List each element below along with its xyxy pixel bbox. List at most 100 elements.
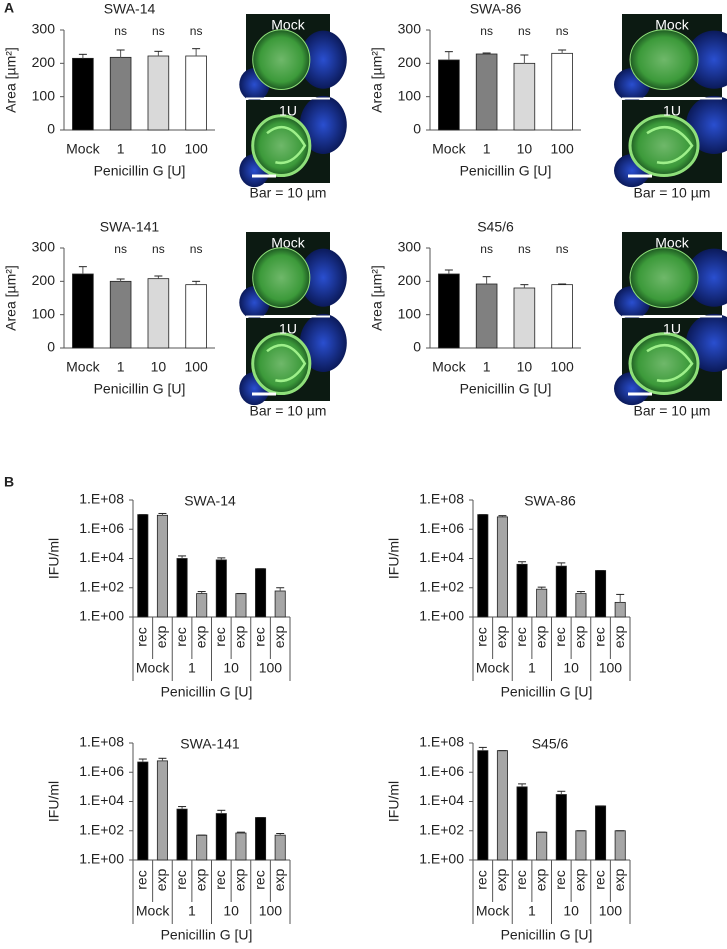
x-tick-label: rec bbox=[134, 870, 150, 889]
x-tick-label: rec bbox=[474, 870, 490, 889]
x-tick-label: rec bbox=[474, 627, 490, 646]
bar bbox=[496, 750, 508, 861]
bar bbox=[475, 283, 498, 349]
bar bbox=[551, 52, 573, 131]
y-tick-label: 100 bbox=[32, 87, 56, 103]
cell bbox=[251, 114, 312, 178]
x-tick-label: exp bbox=[532, 869, 548, 892]
group-label: 10 bbox=[223, 660, 239, 676]
x-tick-label: exp bbox=[611, 626, 627, 649]
y-axis-label: IFU/ml bbox=[46, 781, 62, 822]
bar bbox=[438, 59, 460, 131]
bar bbox=[255, 568, 267, 618]
x-tick-label: exp bbox=[532, 626, 548, 649]
x-tick-label: exp bbox=[572, 869, 588, 892]
bar bbox=[255, 817, 267, 861]
chart-title: SWA-14 bbox=[104, 1, 156, 17]
image-label: 1U bbox=[279, 321, 297, 337]
group-label: 10 bbox=[563, 903, 579, 919]
x-axis-label: Penicillin G [U] bbox=[94, 163, 186, 179]
x-tick-label: 1 bbox=[117, 359, 125, 375]
cell bbox=[252, 247, 311, 309]
bar bbox=[536, 831, 548, 861]
significance-label: ns bbox=[152, 24, 165, 38]
chart-title: SWA-86 bbox=[470, 1, 522, 17]
bar bbox=[614, 830, 626, 861]
bar bbox=[536, 588, 548, 618]
x-axis-label: Penicillin G [U] bbox=[161, 927, 253, 943]
y-tick-label: 300 bbox=[32, 239, 56, 255]
x-tick-label: 1 bbox=[483, 359, 491, 375]
x-tick-label: 10 bbox=[151, 359, 167, 375]
x-tick-label: rec bbox=[251, 870, 267, 889]
y-tick-label: 1.E+00 bbox=[79, 851, 124, 867]
bar bbox=[555, 794, 567, 861]
group-label: Mock bbox=[476, 903, 510, 919]
y-axis-label: Area [µm²] bbox=[3, 47, 19, 113]
x-tick-label: exp bbox=[271, 626, 287, 649]
cell bbox=[252, 29, 311, 91]
y-tick-label: 1.E+04 bbox=[419, 549, 464, 565]
nucleus bbox=[686, 30, 727, 89]
x-axis-label: Penicillin G [U] bbox=[501, 684, 593, 700]
y-tick-label: 1.E+02 bbox=[419, 821, 464, 837]
significance-label: ns bbox=[190, 24, 203, 38]
x-tick-label: exp bbox=[493, 869, 509, 892]
micrograph bbox=[239, 95, 347, 188]
group-label: 1 bbox=[188, 660, 196, 676]
x-tick-label: exp bbox=[611, 869, 627, 892]
x-tick-label: exp bbox=[153, 869, 169, 892]
bar bbox=[196, 834, 208, 861]
image-label: Mock bbox=[655, 235, 689, 251]
x-tick-label: rec bbox=[212, 870, 228, 889]
y-tick-label: 100 bbox=[398, 87, 422, 103]
y-tick-label: 1.E+08 bbox=[79, 734, 124, 750]
image-label: Mock bbox=[271, 235, 305, 251]
x-tick-label: 10 bbox=[517, 359, 533, 375]
chart-title: S45/6 bbox=[532, 736, 569, 752]
micrograph bbox=[614, 313, 727, 406]
bar bbox=[156, 514, 168, 618]
x-tick-label: rec bbox=[552, 870, 568, 889]
bar bbox=[274, 590, 286, 618]
nucleus bbox=[299, 313, 347, 372]
bar bbox=[516, 786, 528, 861]
bar bbox=[555, 565, 567, 618]
nucleus bbox=[299, 248, 347, 307]
x-tick-label: exp bbox=[153, 626, 169, 649]
y-tick-label: 1.E+04 bbox=[419, 792, 464, 808]
bar bbox=[438, 273, 460, 349]
cell-fold bbox=[646, 125, 694, 165]
bar bbox=[513, 287, 536, 349]
micrograph bbox=[239, 313, 347, 406]
bar bbox=[614, 601, 626, 618]
x-tick-label: rec bbox=[513, 627, 529, 646]
significance-label: ns bbox=[190, 242, 203, 256]
y-tick-label: 1.E+04 bbox=[79, 792, 124, 808]
bar bbox=[575, 593, 587, 618]
panel-label: B bbox=[4, 474, 14, 490]
x-tick-label: rec bbox=[513, 870, 529, 889]
bar bbox=[215, 559, 227, 618]
y-tick-label: 0 bbox=[413, 121, 421, 137]
micrograph bbox=[239, 14, 347, 102]
bar bbox=[595, 805, 607, 861]
significance-label: ns bbox=[152, 242, 165, 256]
x-tick-label: rec bbox=[251, 627, 267, 646]
x-tick-label: exp bbox=[192, 626, 208, 649]
panel-label: A bbox=[4, 0, 14, 16]
y-tick-label: 0 bbox=[47, 121, 55, 137]
x-axis-label: Penicillin G [U] bbox=[94, 381, 186, 397]
bar bbox=[109, 56, 132, 131]
bar bbox=[176, 808, 188, 861]
bar bbox=[477, 750, 489, 861]
y-axis-label: IFU/ml bbox=[46, 538, 62, 579]
chart-title: S45/6 bbox=[477, 219, 514, 235]
nucleus bbox=[299, 95, 347, 154]
significance-label: ns bbox=[518, 242, 531, 256]
bar bbox=[595, 570, 607, 618]
image-label: 1U bbox=[279, 103, 297, 119]
cell bbox=[251, 332, 312, 396]
bar bbox=[516, 563, 528, 618]
group-label: 10 bbox=[223, 903, 239, 919]
